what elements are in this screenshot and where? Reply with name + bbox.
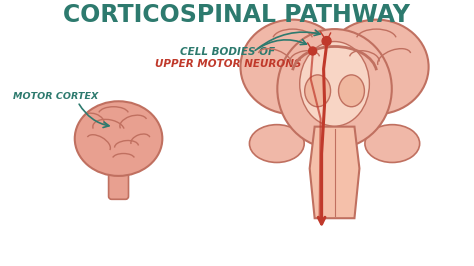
Ellipse shape <box>75 101 162 176</box>
Text: MOTOR CORTEX: MOTOR CORTEX <box>13 92 99 101</box>
Ellipse shape <box>305 75 330 107</box>
Circle shape <box>322 36 331 45</box>
Ellipse shape <box>300 41 369 126</box>
Text: CORTICOSPINAL PATHWAY: CORTICOSPINAL PATHWAY <box>64 3 410 27</box>
Circle shape <box>309 47 317 55</box>
Ellipse shape <box>324 20 428 114</box>
Text: UPPER MOTOR NEURONS: UPPER MOTOR NEURONS <box>155 59 301 69</box>
Ellipse shape <box>240 20 345 114</box>
Ellipse shape <box>277 29 392 148</box>
Polygon shape <box>310 127 359 218</box>
Ellipse shape <box>365 125 419 163</box>
Ellipse shape <box>249 125 304 163</box>
FancyBboxPatch shape <box>109 171 128 199</box>
Ellipse shape <box>338 75 365 107</box>
Text: CELL BODIES OF: CELL BODIES OF <box>181 47 275 57</box>
